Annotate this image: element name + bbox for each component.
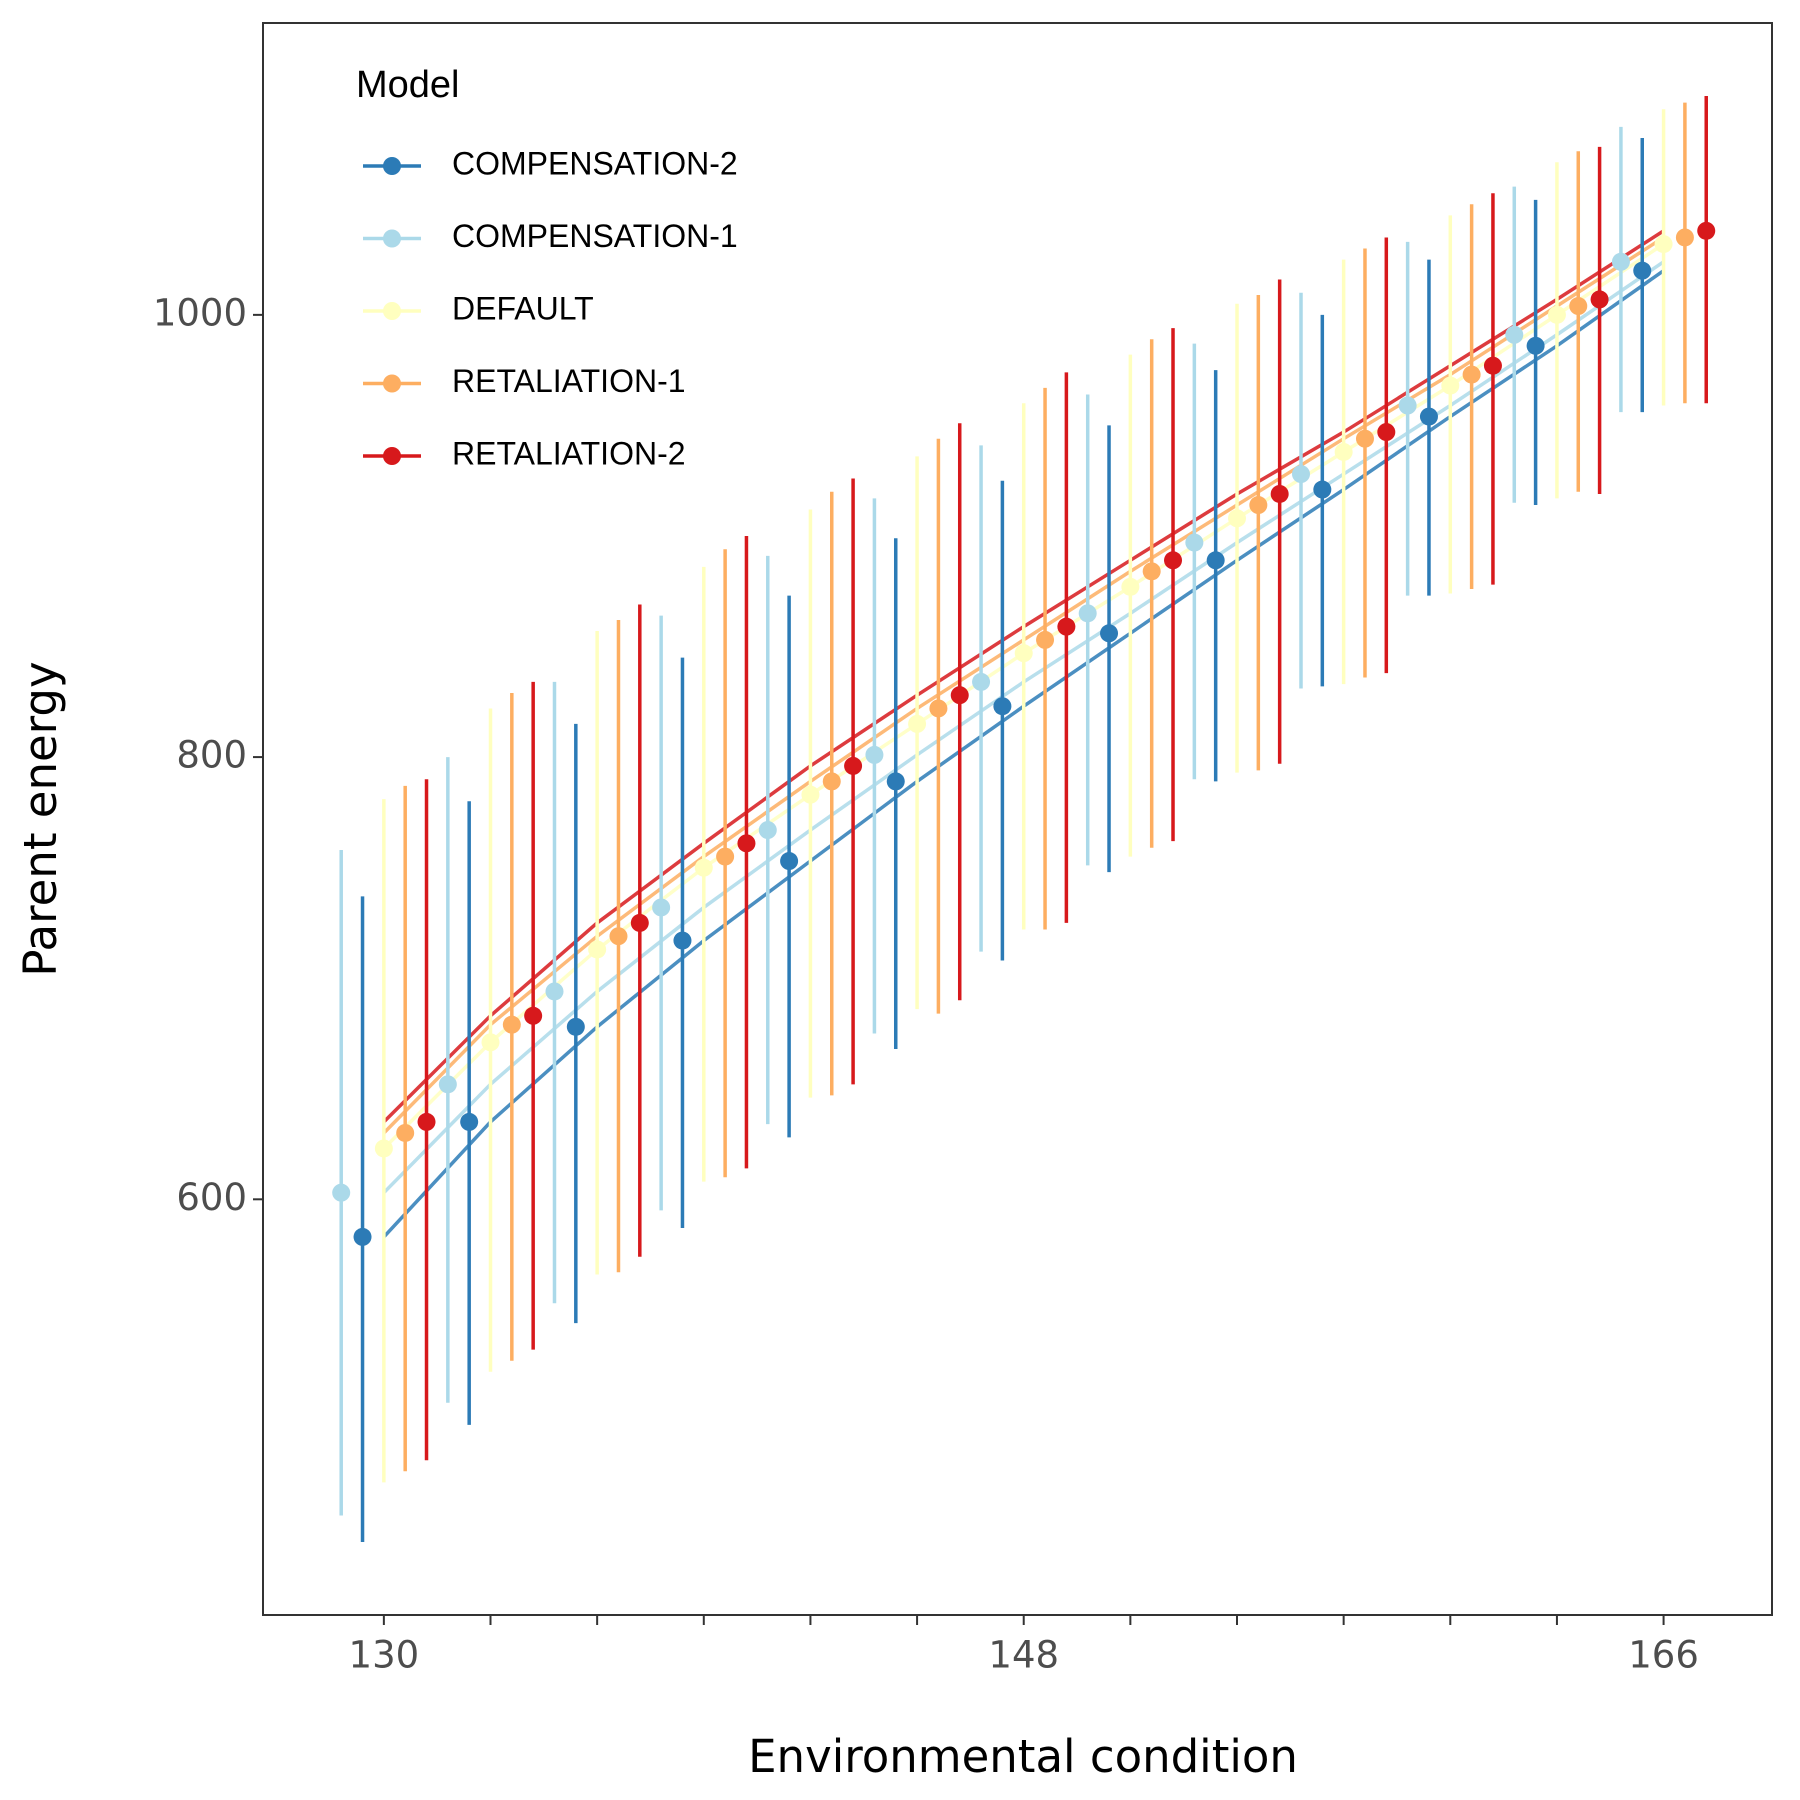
- point: [630, 913, 649, 932]
- y-tick-label: 1000: [153, 291, 247, 334]
- point: [1057, 617, 1076, 636]
- point: [1611, 252, 1630, 271]
- point: [886, 772, 905, 791]
- point: [332, 1183, 351, 1202]
- point: [929, 699, 948, 718]
- point: [801, 785, 820, 804]
- point: [1654, 235, 1673, 254]
- point: [609, 927, 628, 946]
- point: [1291, 465, 1310, 484]
- point: [588, 940, 607, 959]
- point: [993, 697, 1012, 716]
- point: [481, 1033, 500, 1052]
- point: [716, 847, 735, 866]
- point: [1100, 624, 1119, 643]
- legend-label: COMPENSATION-1: [452, 218, 738, 254]
- point: [1206, 551, 1225, 570]
- point: [1633, 261, 1652, 280]
- legend-label: RETALIATION-2: [452, 435, 686, 471]
- point: [844, 756, 863, 775]
- point: [1483, 356, 1502, 375]
- point: [673, 931, 692, 950]
- x-tick-label: 148: [988, 1634, 1059, 1677]
- point: [1462, 365, 1481, 384]
- point: [865, 745, 884, 764]
- point: [1334, 442, 1353, 461]
- point: [1014, 644, 1033, 663]
- point: [950, 686, 969, 705]
- point: [1697, 221, 1716, 240]
- point: [737, 834, 756, 853]
- y-tick-label: 600: [176, 1176, 247, 1219]
- point: [758, 821, 777, 840]
- point: [1675, 228, 1694, 247]
- point: [694, 858, 713, 877]
- point: [908, 714, 927, 733]
- y-axis-title: Parent energy: [14, 661, 67, 976]
- point: [438, 1075, 457, 1094]
- point: [566, 1017, 585, 1036]
- point: [396, 1123, 415, 1142]
- point: [1547, 305, 1566, 324]
- point: [1377, 423, 1396, 442]
- panel-border: [262, 22, 1773, 1616]
- legend-title: Model: [356, 64, 460, 106]
- point: [972, 672, 991, 691]
- point: [780, 852, 799, 871]
- point: [524, 1006, 543, 1025]
- point: [1313, 480, 1332, 499]
- point: [1164, 551, 1183, 570]
- legend-key-point: [383, 447, 401, 465]
- point: [822, 772, 841, 791]
- point: [1078, 604, 1097, 623]
- point: [460, 1112, 479, 1131]
- point: [1036, 630, 1055, 649]
- point: [1505, 325, 1524, 344]
- point: [652, 898, 671, 917]
- legend-key-point: [383, 302, 401, 320]
- legend-key-point: [383, 374, 401, 393]
- legend-label: DEFAULT: [452, 290, 594, 326]
- point: [1419, 407, 1438, 426]
- point: [374, 1139, 393, 1158]
- point: [1121, 577, 1140, 596]
- point: [1441, 376, 1460, 395]
- plot-area: [332, 95, 1716, 1543]
- y-tick-label: 800: [176, 734, 247, 777]
- x-tick-label: 130: [349, 1634, 420, 1677]
- point: [1569, 297, 1588, 316]
- x-tick-label: 166: [1628, 1634, 1699, 1677]
- point: [1270, 484, 1289, 503]
- point: [502, 1015, 521, 1034]
- point: [1355, 429, 1374, 448]
- point: [545, 982, 564, 1001]
- point: [1185, 533, 1204, 552]
- legend-key-point: [383, 229, 401, 248]
- point: [1228, 509, 1247, 528]
- point: [1398, 396, 1417, 415]
- point: [353, 1227, 372, 1246]
- point: [1142, 562, 1161, 581]
- point: [1526, 336, 1545, 355]
- legend-label: COMPENSATION-2: [452, 145, 738, 181]
- point: [417, 1112, 436, 1131]
- legend-key-point: [383, 157, 401, 175]
- x-axis-title: Environmental condition: [748, 1730, 1298, 1783]
- point: [1590, 290, 1609, 309]
- point: [1249, 496, 1268, 515]
- legend-label: RETALIATION-1: [452, 363, 686, 399]
